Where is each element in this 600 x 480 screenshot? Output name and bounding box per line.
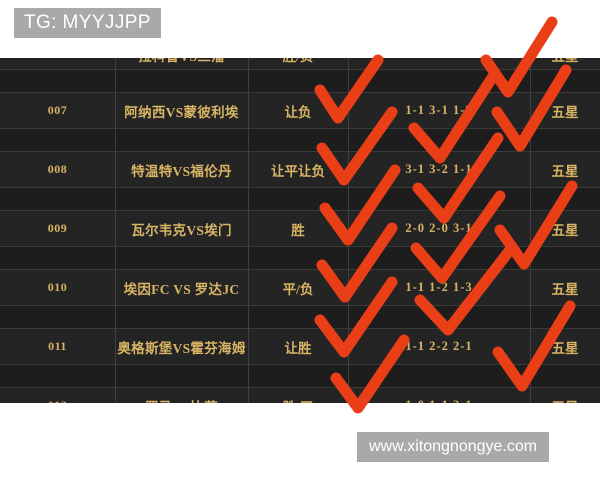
row-number: 006 bbox=[0, 58, 115, 69]
row-prediction: 让负 bbox=[284, 104, 312, 120]
row-scores: 2-0 2-0 3-1 bbox=[405, 221, 473, 235]
row-scores: 1-1 3-1 1-2 bbox=[405, 103, 473, 117]
table-spacer-row bbox=[0, 306, 600, 329]
column-divider-1 bbox=[115, 58, 116, 403]
row-star-rating: 五星 bbox=[551, 281, 579, 297]
watermark-bottom: www.xitongnongye.com bbox=[357, 432, 550, 462]
column-divider-2 bbox=[248, 58, 249, 403]
row-star-rating: 五星 bbox=[551, 222, 579, 238]
row-scores: 1-1 2-2 2-1 bbox=[405, 339, 473, 353]
row-star-rating: 五星 bbox=[530, 388, 600, 404]
table-row[interactable]: 010 埃因FC VS 罗达JC 平/负 1-1 1-2 1-3 五星 bbox=[0, 270, 600, 306]
row-number: 011 bbox=[48, 339, 67, 353]
row-match: 阿纳西VS蒙彼利埃 bbox=[124, 104, 239, 120]
table-body: 006拉科鲁VS三潘胜/负1-1 2-1 1-3五星007阿纳西VS蒙彼利埃让负… bbox=[0, 58, 600, 403]
table-row[interactable]: 008 特温特VS福伦丹 让平让负 3-1 3-2 1-1 五星 bbox=[0, 152, 600, 188]
row-scores: 1-0 1-1 3-1 bbox=[348, 388, 530, 403]
row-match: 特温特VS福伦丹 bbox=[131, 163, 232, 179]
row-number: 010 bbox=[47, 280, 68, 294]
row-prediction: 胜/平 bbox=[248, 388, 348, 404]
row-match: 拉科鲁VS三潘 bbox=[115, 58, 248, 69]
row-number: 012 bbox=[0, 388, 115, 403]
table-spacer-row bbox=[0, 365, 600, 388]
row-prediction: 胜 bbox=[291, 222, 305, 238]
row-match: 罗马VS比萨 bbox=[115, 388, 248, 404]
row-prediction: 平/负 bbox=[282, 281, 314, 297]
row-prediction: 让平让负 bbox=[271, 163, 325, 179]
table-spacer-row bbox=[0, 188, 600, 211]
watermark-top: TG: MYYJJPP bbox=[14, 8, 161, 38]
prediction-table: 006拉科鲁VS三潘胜/负1-1 2-1 1-3五星007阿纳西VS蒙彼利埃让负… bbox=[0, 58, 600, 403]
row-match: 埃因FC VS 罗达JC bbox=[123, 281, 240, 297]
table-row[interactable]: 012罗马VS比萨胜/平1-0 1-1 3-1五星 bbox=[0, 388, 600, 403]
row-scores: 1-1 1-2 1-3 bbox=[405, 280, 473, 294]
row-match: 奥格斯堡VS霍芬海姆 bbox=[117, 340, 246, 356]
column-divider-4 bbox=[530, 58, 531, 403]
row-star-rating: 五星 bbox=[551, 340, 579, 356]
row-star-rating: 五星 bbox=[530, 58, 600, 69]
table-spacer-row bbox=[0, 70, 600, 93]
row-match: 瓦尔韦克VS埃门 bbox=[131, 222, 232, 238]
table-row[interactable]: 007 阿纳西VS蒙彼利埃 让负 1-1 3-1 1-2 五星 bbox=[0, 93, 600, 129]
row-star-rating: 五星 bbox=[551, 163, 579, 179]
table-row[interactable]: 006拉科鲁VS三潘胜/负1-1 2-1 1-3五星 bbox=[0, 58, 600, 70]
table-spacer-row bbox=[0, 129, 600, 152]
row-number: 008 bbox=[47, 162, 68, 176]
column-divider-3 bbox=[348, 58, 349, 403]
row-scores: 1-1 2-1 1-3 bbox=[348, 58, 530, 69]
row-number: 009 bbox=[47, 221, 68, 235]
row-scores: 3-1 3-2 1-1 bbox=[405, 162, 473, 176]
table-row[interactable]: 011 奥格斯堡VS霍芬海姆 让胜 1-1 2-2 2-1 五星 bbox=[0, 329, 600, 365]
row-star-rating: 五星 bbox=[551, 104, 579, 120]
table-spacer-row bbox=[0, 247, 600, 270]
table-row[interactable]: 009 瓦尔韦克VS埃门 胜 2-0 2-0 3-1 五星 bbox=[0, 211, 600, 247]
row-prediction: 胜/负 bbox=[248, 58, 348, 69]
row-number: 007 bbox=[47, 103, 68, 117]
row-prediction: 让胜 bbox=[284, 340, 312, 356]
